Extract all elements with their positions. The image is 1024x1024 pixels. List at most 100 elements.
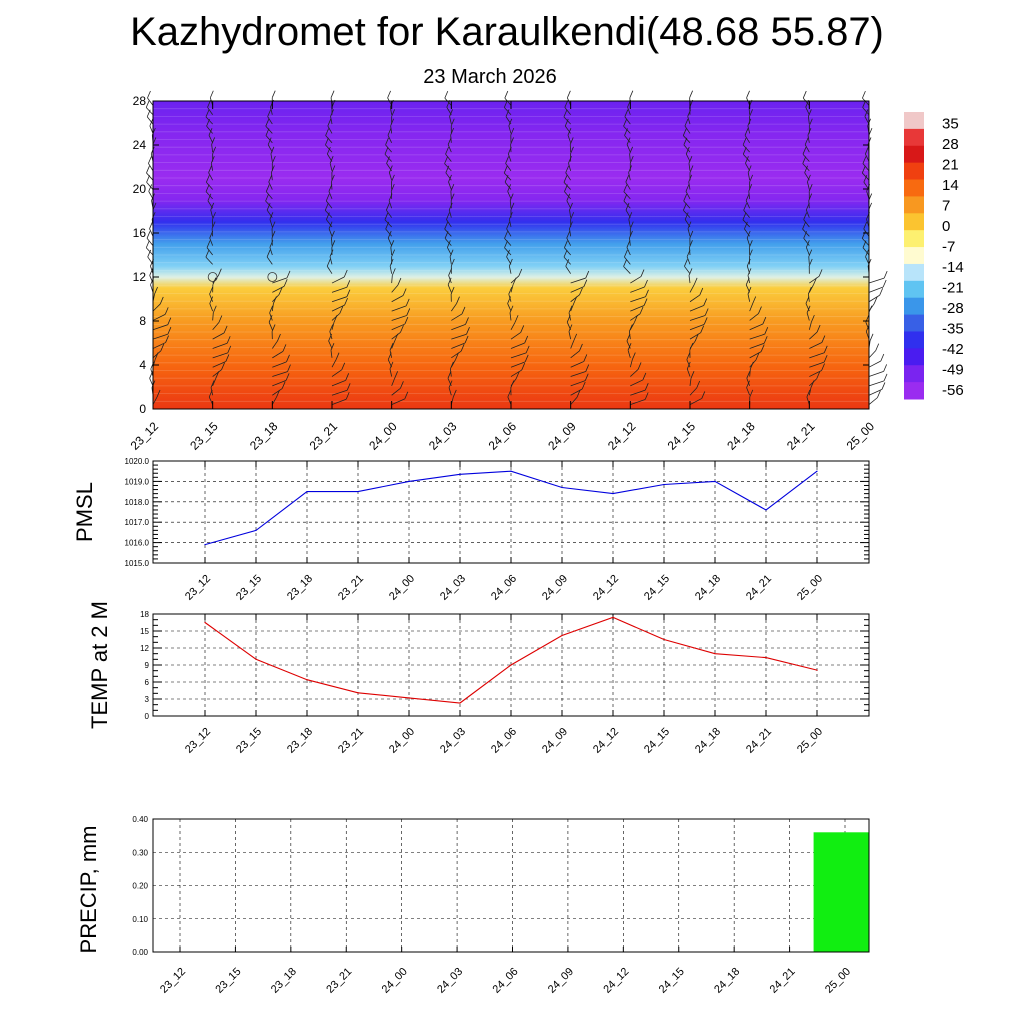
x-tick-label: 25_00 (795, 573, 825, 603)
colorbar-label: 14 (942, 177, 959, 194)
y-tick-label: 18 (140, 610, 149, 619)
colorbar-label: 35 (942, 115, 959, 132)
x-tick-label: 24_21 (784, 419, 818, 453)
colorbar-swatch (904, 196, 924, 213)
x-tick-label: 24_06 (489, 726, 519, 756)
y-tick-label: 12 (133, 270, 147, 284)
colorbar-swatch (904, 129, 924, 146)
colorbar-label: -56 (942, 382, 964, 399)
colorbar-label: 7 (942, 197, 950, 214)
colorbar-swatch (904, 247, 924, 264)
x-tick-label: 23_18 (247, 419, 281, 453)
y-tick-label: 12 (140, 644, 149, 653)
x-tick-label: 25_00 (823, 966, 853, 996)
temp2m-point (255, 659, 256, 660)
x-tick-label: 23_12 (128, 419, 162, 453)
y-tick-label: 4 (139, 358, 146, 372)
x-tick-label: 23_18 (285, 726, 315, 756)
y-tick-label: 1018.0 (125, 498, 150, 507)
wind-barb (869, 334, 873, 349)
x-tick-label: 23_21 (336, 573, 366, 603)
x-tick-label: 24_03 (426, 419, 460, 453)
x-tick-label: 24_18 (693, 573, 723, 603)
colorbar-swatch (904, 163, 924, 180)
x-tick-label: 24_12 (591, 573, 621, 603)
precip-bar (814, 832, 869, 952)
y-axis-label: PRECIP, mm (76, 826, 101, 954)
x-tick-label: 23_15 (187, 419, 221, 453)
x-tick-label: 24_00 (387, 573, 417, 603)
temp2m-point (663, 639, 664, 640)
x-tick-label: 24_15 (657, 966, 687, 996)
x-tick-label: 24_12 (601, 966, 631, 996)
pmsl-point (255, 530, 256, 531)
y-tick-label: 1020.0 (125, 457, 150, 466)
x-tick-label: 24_18 (693, 726, 723, 756)
y-tick-label: 0.40 (132, 815, 148, 824)
y-tick-label: 16 (133, 226, 147, 240)
y-tick-label: 24 (133, 138, 147, 152)
pmsl-panel: 1015.01016.01017.01018.01019.01020.023_1… (72, 457, 869, 603)
colorbar-swatch (904, 365, 924, 382)
y-tick-label: 0.20 (132, 882, 148, 891)
x-tick-label: 24_06 (491, 966, 521, 996)
x-tick-label: 24_06 (489, 573, 519, 603)
x-tick-label: 24_00 (387, 726, 417, 756)
y-axis-label: TEMP at 2 M (87, 601, 112, 729)
pmsl-point (306, 491, 307, 492)
temp2m-point (612, 617, 613, 618)
y-tick-label: 0 (145, 712, 150, 721)
pmsl-point (459, 474, 460, 475)
colorbar-label: 28 (942, 136, 959, 153)
wind-barb (869, 382, 885, 395)
y-tick-label: 6 (145, 678, 150, 687)
y-tick-label: 15 (140, 627, 149, 636)
temp2m-point (714, 653, 715, 654)
pmsl-point (765, 509, 766, 510)
temp2m-panel: 036912151823_12 23_15 23_18 23_21 24_00 24_03… (87, 601, 869, 756)
colorbar-swatch (904, 382, 924, 399)
colorbar-label: -28 (942, 300, 964, 317)
x-tick-label: 23_12 (158, 966, 188, 996)
x-tick-label: 23_21 (307, 419, 341, 453)
temp2m-point (765, 657, 766, 658)
colorbar-label: -49 (942, 361, 964, 378)
colorbar-label: -14 (942, 259, 964, 276)
pmsl-point (561, 487, 562, 488)
colorbar-swatch (904, 298, 924, 315)
y-tick-label: 1016.0 (125, 539, 150, 548)
x-tick-label: 23_18 (285, 573, 315, 603)
pmsl-point (510, 471, 511, 472)
x-tick-label: 24_12 (605, 419, 639, 453)
temp2m-series-line (205, 617, 817, 703)
wind-barb (146, 101, 153, 115)
colorbar: 3528211470-7-14-21-28-35-42-49-56 (904, 112, 964, 400)
colorbar-swatch (904, 230, 924, 247)
x-tick-label: 24_21 (768, 966, 798, 996)
x-tick-label: 24_09 (546, 966, 576, 996)
temp2m-point (561, 635, 562, 636)
x-tick-label: 24_06 (486, 419, 520, 453)
y-tick-label: 9 (145, 661, 150, 670)
y-tick-label: 1017.0 (125, 518, 150, 527)
temp2m-point (816, 670, 817, 671)
colorbar-swatch (904, 315, 924, 332)
y-tick-label: 0 (139, 402, 146, 416)
x-tick-label: 25_00 (844, 419, 878, 453)
x-tick-label: 24_15 (642, 726, 672, 756)
x-tick-label: 24_15 (665, 419, 699, 453)
y-tick-label: 20 (133, 182, 147, 196)
x-tick-label: 24_03 (435, 966, 465, 996)
pmsl-point (714, 481, 715, 482)
y-tick-label: 3 (145, 695, 150, 704)
colorbar-swatch (904, 331, 924, 348)
x-tick-label: 24_03 (438, 726, 468, 756)
x-tick-label: 24_18 (724, 419, 758, 453)
temp2m-point (459, 702, 460, 703)
precip-panel: 0.000.100.200.300.4023_12 23_15 23_18 23_21… (76, 815, 869, 996)
x-tick-label: 24_15 (642, 573, 672, 603)
x-tick-label: 24_09 (540, 573, 570, 603)
colorbar-label: -7 (942, 238, 955, 255)
x-tick-label: 24_21 (744, 573, 774, 603)
